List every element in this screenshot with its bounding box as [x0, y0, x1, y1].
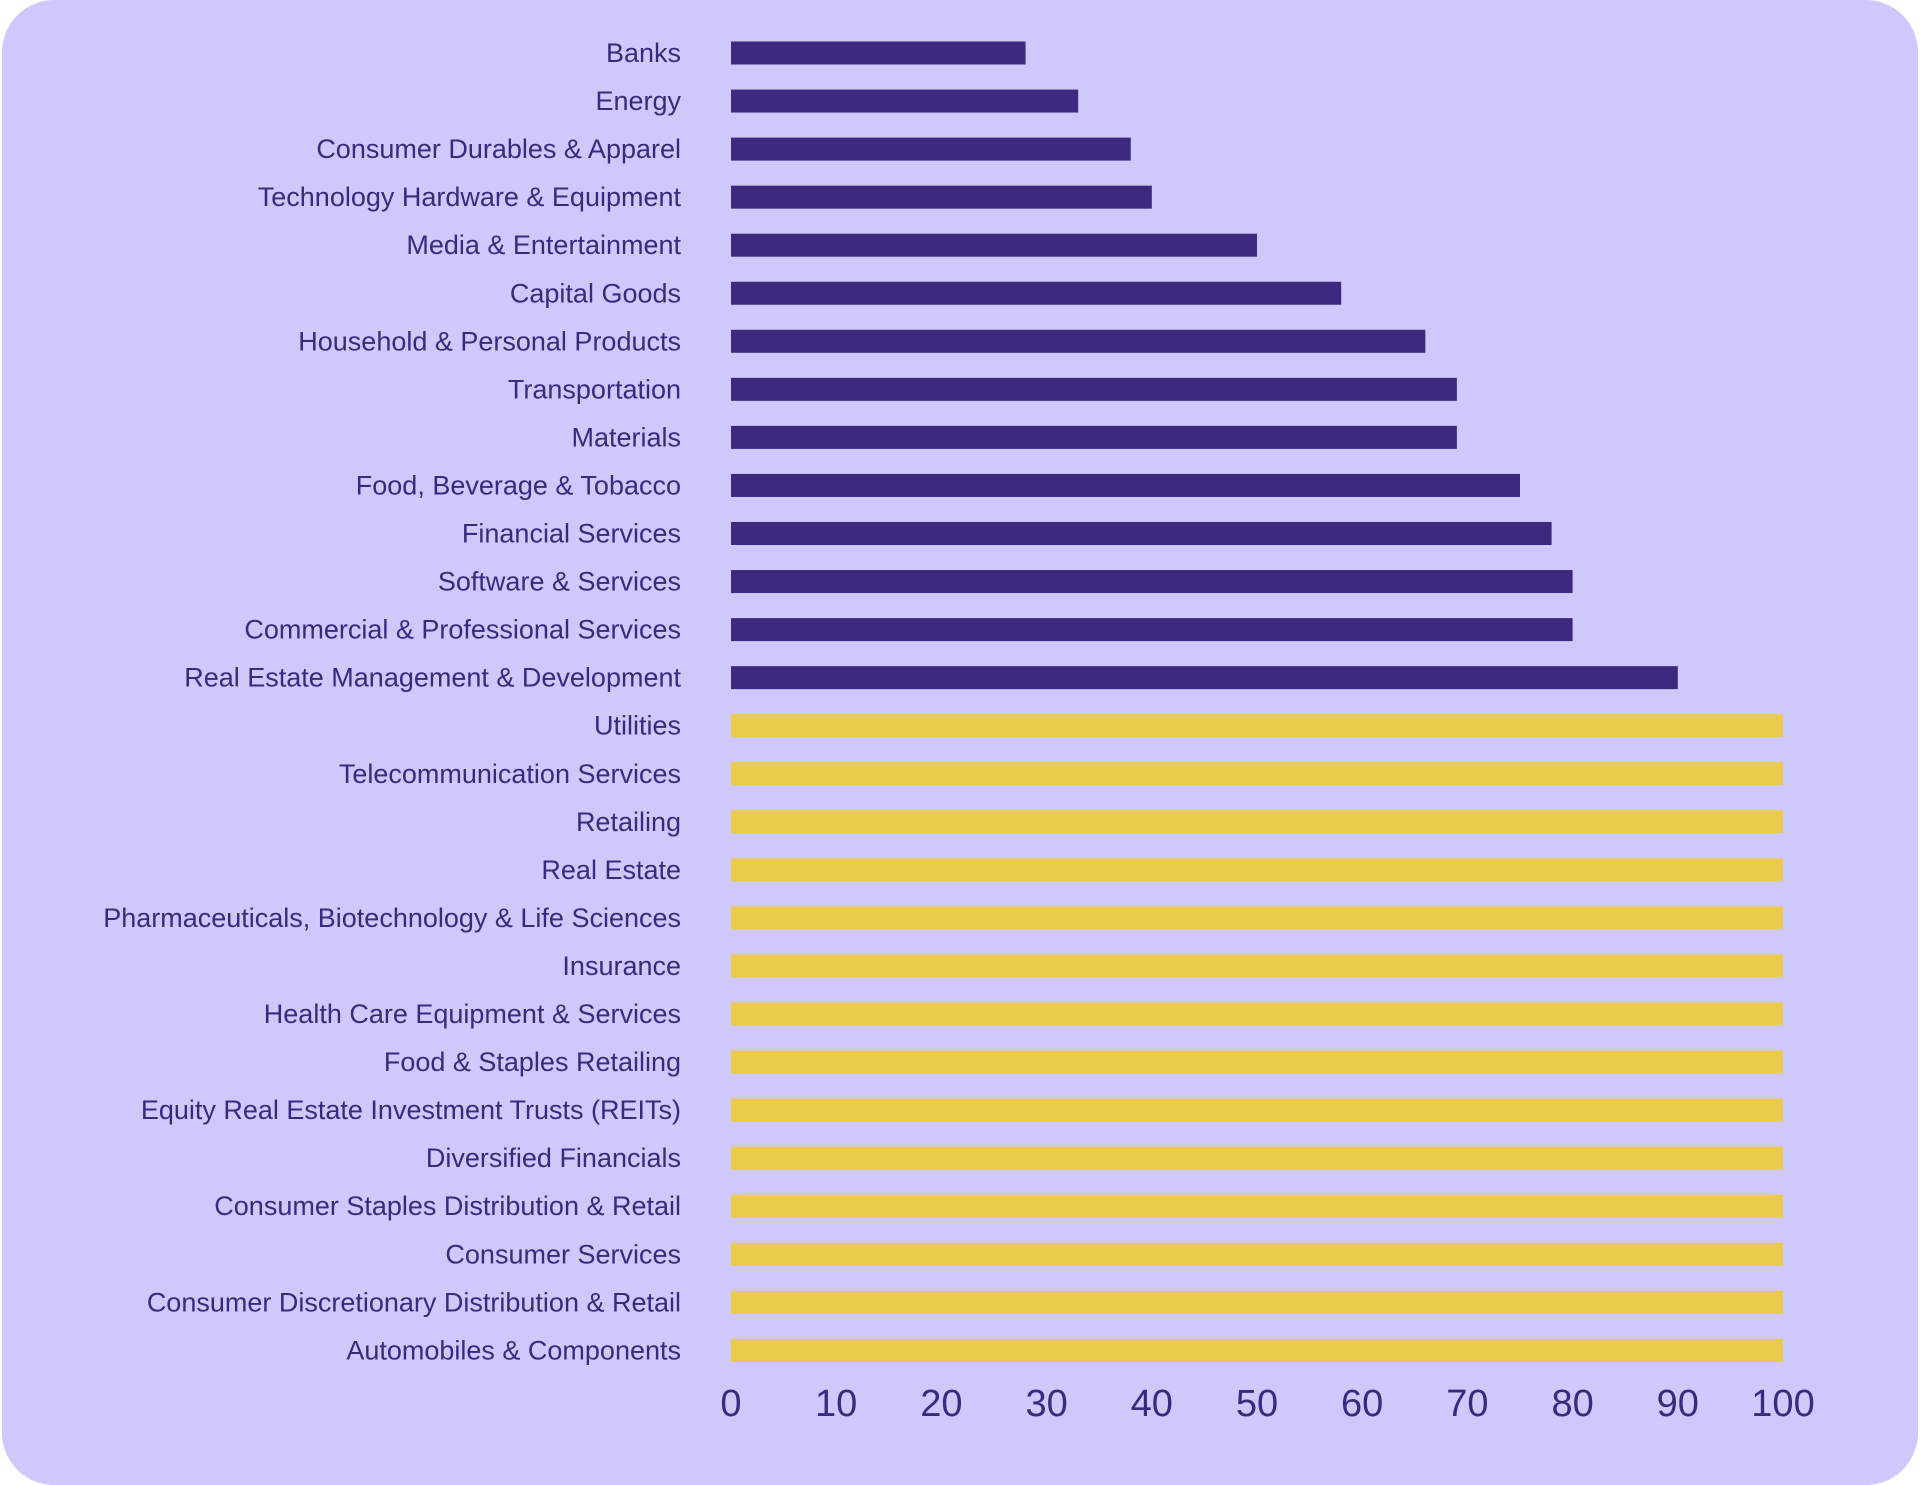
bar-10 — [731, 522, 1552, 545]
category-label-3: Technology Hardware & Equipment — [258, 182, 682, 212]
x-tick-label-0: 0 — [720, 1383, 741, 1425]
bar-27 — [731, 1338, 1783, 1362]
category-label-22: Equity Real Estate Investment Trusts (RE… — [141, 1095, 681, 1125]
category-label-8: Materials — [571, 422, 681, 452]
bar-22 — [731, 1098, 1783, 1122]
x-tick-label-5: 50 — [1236, 1383, 1278, 1425]
x-tick-label-4: 40 — [1131, 1383, 1173, 1425]
x-tick-label-1: 10 — [815, 1383, 857, 1425]
category-label-26: Consumer Discretionary Distribution & Re… — [147, 1287, 681, 1317]
category-label-16: Retailing — [576, 807, 681, 837]
category-label-9: Food, Beverage & Tobacco — [356, 470, 681, 500]
category-label-15: Telecommunication Services — [339, 759, 681, 789]
bar-6 — [731, 329, 1426, 353]
bar-8 — [731, 425, 1457, 449]
category-label-1: Energy — [595, 86, 681, 116]
bar-20 — [731, 1002, 1783, 1026]
bar-7 — [731, 377, 1457, 401]
bar-14 — [731, 714, 1783, 738]
bar-16 — [731, 810, 1783, 834]
category-label-23: Diversified Financials — [426, 1143, 681, 1173]
bar-18 — [731, 906, 1783, 930]
category-label-10: Financial Services — [462, 519, 681, 549]
category-label-0: Banks — [606, 38, 681, 68]
category-label-21: Food & Staples Retailing — [384, 1047, 681, 1077]
bar-25 — [731, 1242, 1783, 1266]
x-tick-label-6: 60 — [1341, 1383, 1383, 1425]
bar-12 — [731, 618, 1573, 642]
bar-26 — [731, 1290, 1783, 1314]
bar-23 — [731, 1146, 1783, 1170]
bar-0 — [731, 41, 1026, 65]
bar-3 — [731, 185, 1152, 209]
x-tick-label-9: 90 — [1657, 1383, 1699, 1425]
category-label-17: Real Estate — [541, 855, 681, 885]
category-label-11: Software & Services — [438, 567, 681, 597]
category-label-24: Consumer Staples Distribution & Retail — [214, 1191, 681, 1221]
x-tick-label-8: 80 — [1551, 1383, 1593, 1425]
category-label-18: Pharmaceuticals, Biotechnology & Life Sc… — [103, 903, 681, 933]
category-label-20: Health Care Equipment & Services — [264, 999, 681, 1029]
category-label-4: Media & Entertainment — [406, 230, 681, 260]
category-label-5: Capital Goods — [510, 278, 681, 308]
bar-21 — [731, 1050, 1783, 1074]
category-label-25: Consumer Services — [445, 1239, 681, 1269]
category-label-2: Consumer Durables & Apparel — [316, 134, 681, 164]
x-tick-label-7: 70 — [1446, 1383, 1488, 1425]
bar-13 — [731, 666, 1678, 690]
bar-17 — [731, 858, 1783, 882]
bar-15 — [731, 762, 1783, 786]
bar-1 — [731, 89, 1079, 113]
bar-19 — [731, 954, 1783, 978]
bar-2 — [731, 137, 1131, 161]
x-tick-label-2: 20 — [920, 1383, 962, 1425]
category-label-13: Real Estate Management & Development — [184, 663, 681, 693]
bar-5 — [731, 281, 1342, 305]
bar-24 — [731, 1194, 1783, 1218]
category-label-7: Transportation — [508, 374, 681, 404]
category-label-27: Automobiles & Components — [346, 1335, 681, 1365]
category-label-14: Utilities — [594, 711, 681, 741]
bar-9 — [731, 473, 1520, 497]
category-label-12: Commercial & Professional Services — [244, 615, 681, 645]
category-label-19: Insurance — [562, 951, 681, 981]
bar-4 — [731, 233, 1257, 257]
x-tick-label-10: 100 — [1751, 1383, 1814, 1425]
category-label-6: Household & Personal Products — [298, 326, 681, 356]
x-tick-label-3: 30 — [1025, 1383, 1067, 1425]
bar-11 — [731, 570, 1573, 594]
